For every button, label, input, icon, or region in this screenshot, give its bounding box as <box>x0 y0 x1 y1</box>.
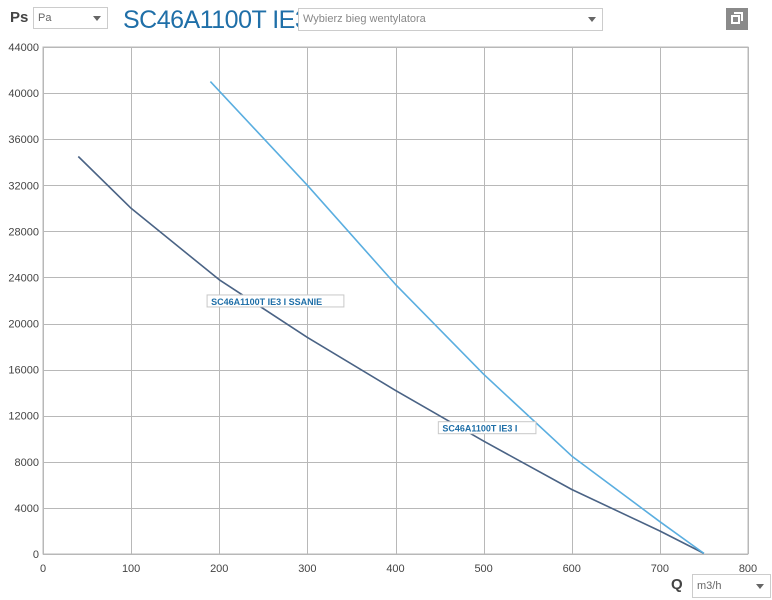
chevron-down-icon <box>756 584 764 589</box>
y-tick-label: 20000 <box>8 319 39 331</box>
x-tick-label: 200 <box>210 563 228 575</box>
x-tick-label: 700 <box>651 563 669 575</box>
y-tick-label: 24000 <box>8 272 39 284</box>
y-tick-label: 36000 <box>8 134 39 146</box>
pressure-unit-select[interactable]: Pa <box>33 7 108 29</box>
series-label-box <box>206 294 345 308</box>
series <box>77 81 705 555</box>
page-title: SC46A1100T IE3 <box>123 6 309 34</box>
x-tick-label: 800 <box>739 563 757 575</box>
series-labels: SC46A1100T IE3 I SSANIE SC46A1100T IE3 I <box>206 294 537 435</box>
y-tick-label: 16000 <box>8 365 39 377</box>
y-axis-letter: Ps <box>10 9 29 26</box>
pressure-unit-value: Pa <box>38 12 52 24</box>
plot-frame <box>42 46 749 555</box>
x-tick-label: 0 <box>40 563 46 575</box>
fan-speed-placeholder: Wybierz bieg wentylatora <box>303 13 426 25</box>
y-tick-label: 40000 <box>8 88 39 100</box>
x-tick-label: 100 <box>122 563 140 575</box>
copy-icon-front <box>731 15 740 24</box>
x-axis-letter: Q <box>671 576 683 593</box>
tick-labels: 0 100 200 300 400 500 600 700 800040008000120001… <box>8 42 757 575</box>
y-tick-label: 32000 <box>8 180 39 192</box>
grid <box>42 46 749 555</box>
chevron-down-icon <box>588 17 596 22</box>
series-line-1 <box>77 155 705 555</box>
y-tick-label: 28000 <box>8 226 39 238</box>
copy-icon <box>734 12 743 21</box>
series-label: SC46A1100T IE3 I <box>442 424 517 434</box>
copy-button[interactable] <box>726 8 748 30</box>
y-tick-label: 4000 <box>15 503 39 515</box>
x-tick-label: 400 <box>386 563 404 575</box>
series-label-box <box>437 421 537 435</box>
fan-speed-select[interactable]: Wybierz bieg wentylatora <box>298 8 603 31</box>
y-tick-label: 44000 <box>8 42 39 54</box>
chevron-down-icon <box>93 16 101 21</box>
flow-unit-value: m3/h <box>697 580 722 592</box>
flow-unit-select[interactable]: m3/h <box>692 574 771 598</box>
y-tick-label: 0 <box>33 549 39 561</box>
series-label: SC46A1100T IE3 I SSANIE <box>211 297 322 307</box>
x-tick-label: 500 <box>474 563 492 575</box>
x-tick-label: 300 <box>298 563 316 575</box>
y-tick-label: 12000 <box>8 411 39 423</box>
y-tick-label: 8000 <box>15 457 39 469</box>
x-tick-label: 600 <box>563 563 581 575</box>
series-line-2 <box>209 81 705 555</box>
